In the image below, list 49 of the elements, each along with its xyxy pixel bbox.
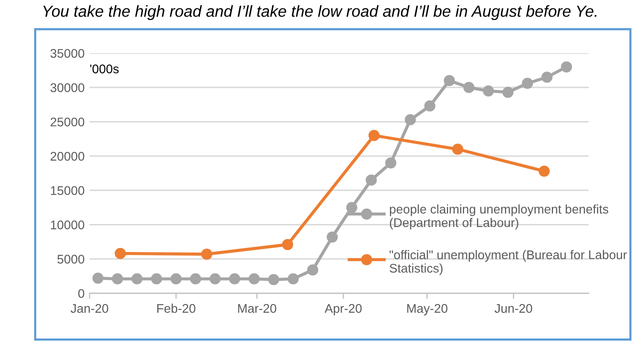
y-tick-label: 5000 [57,254,84,264]
point [170,273,182,284]
x-tick-label: Mar-20 [238,304,276,313]
point [463,82,474,94]
point [288,273,299,284]
point [210,273,221,284]
point [92,272,104,284]
point [114,248,126,260]
point [482,85,494,96]
point [112,273,124,284]
point [190,273,202,284]
point [131,273,143,284]
y-tick-label: 0 [78,289,84,298]
x-tick-label: Jan-20 [70,304,108,313]
y-tick-label: 30000 [50,83,84,92]
point [307,264,318,276]
point [268,274,280,286]
point [404,114,416,126]
y-tick-label: 15000 [50,186,84,196]
point [541,72,553,83]
point [560,61,572,72]
legend-label: "official" unemployment (Bureau for Labour Statistics) [390,250,627,276]
point [522,78,533,89]
point [366,174,377,186]
point [326,231,338,243]
point [538,166,550,177]
point [424,100,436,112]
y-tick-label: 25000 [50,118,84,126]
point [368,130,380,142]
x-tick-label: Apr-20 [324,304,362,316]
x-tick-label: Jun-20 [494,304,532,313]
y-tick-label: 10000 [50,220,84,230]
chart-title: You take the high road and I’ll take the low road and I’ll be in August before Ye. [43,5,596,20]
point [452,144,464,155]
point [385,157,396,168]
y-axis-title: '000s [90,64,119,74]
point [248,273,260,284]
point [502,86,514,98]
point [229,273,240,284]
point [346,202,358,214]
legend-label: people claiming unemployment benefits (Department of Labour) [390,204,608,230]
y-tick-label: 35000 [50,48,84,58]
x-tick-label: Feb-20 [157,304,196,313]
point [201,248,212,260]
point [444,75,455,86]
x-tick-label: May-20 [407,304,448,316]
point [282,239,294,250]
y-tick-label: 20000 [50,152,84,161]
point [150,273,162,284]
